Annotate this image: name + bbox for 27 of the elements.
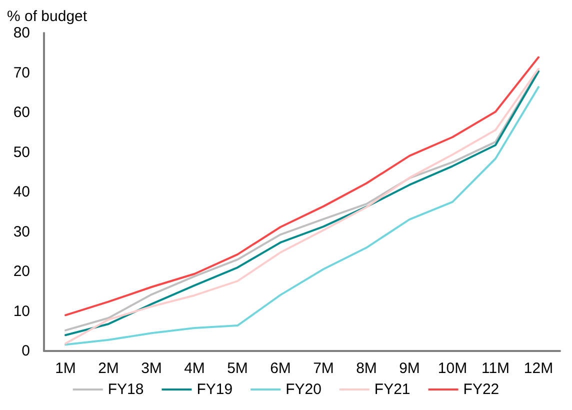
- x-tick-label: 1M: [55, 360, 76, 377]
- y-tick-label: 10: [13, 302, 30, 320]
- y-tick-label: 40: [13, 184, 30, 200]
- x-tick-label: 12M: [524, 360, 554, 377]
- x-tick-label: 4M: [184, 360, 205, 377]
- legend-label: FY21: [374, 381, 410, 398]
- y-tick-label: 0: [22, 342, 30, 360]
- legend-label: FY19: [196, 381, 233, 398]
- legend-label: FY18: [108, 381, 144, 398]
- x-tick-label: 2M: [98, 360, 119, 377]
- x-tick-label: 7M: [313, 360, 334, 377]
- legend-label: FY22: [463, 381, 500, 398]
- x-tick-label: 9M: [399, 360, 420, 377]
- y-tick-label: 50: [13, 144, 30, 161]
- x-tick-label: 10M: [438, 360, 468, 377]
- x-tick-label: 8M: [356, 360, 377, 377]
- y-tick-label: 30: [13, 223, 30, 240]
- y-tick-label: 20: [13, 263, 30, 280]
- y-tick-label: 60: [13, 104, 30, 121]
- x-tick-label: 3M: [141, 360, 162, 377]
- x-tick-label: 6M: [270, 360, 291, 377]
- x-tick-label: 5M: [227, 360, 248, 377]
- y-axis-title: % of budget: [7, 8, 88, 25]
- legend-label: FY20: [286, 381, 322, 398]
- x-tick-label: 11M: [481, 360, 510, 377]
- y-tick-label: 70: [13, 64, 30, 82]
- y-tick-label: 80: [13, 24, 30, 42]
